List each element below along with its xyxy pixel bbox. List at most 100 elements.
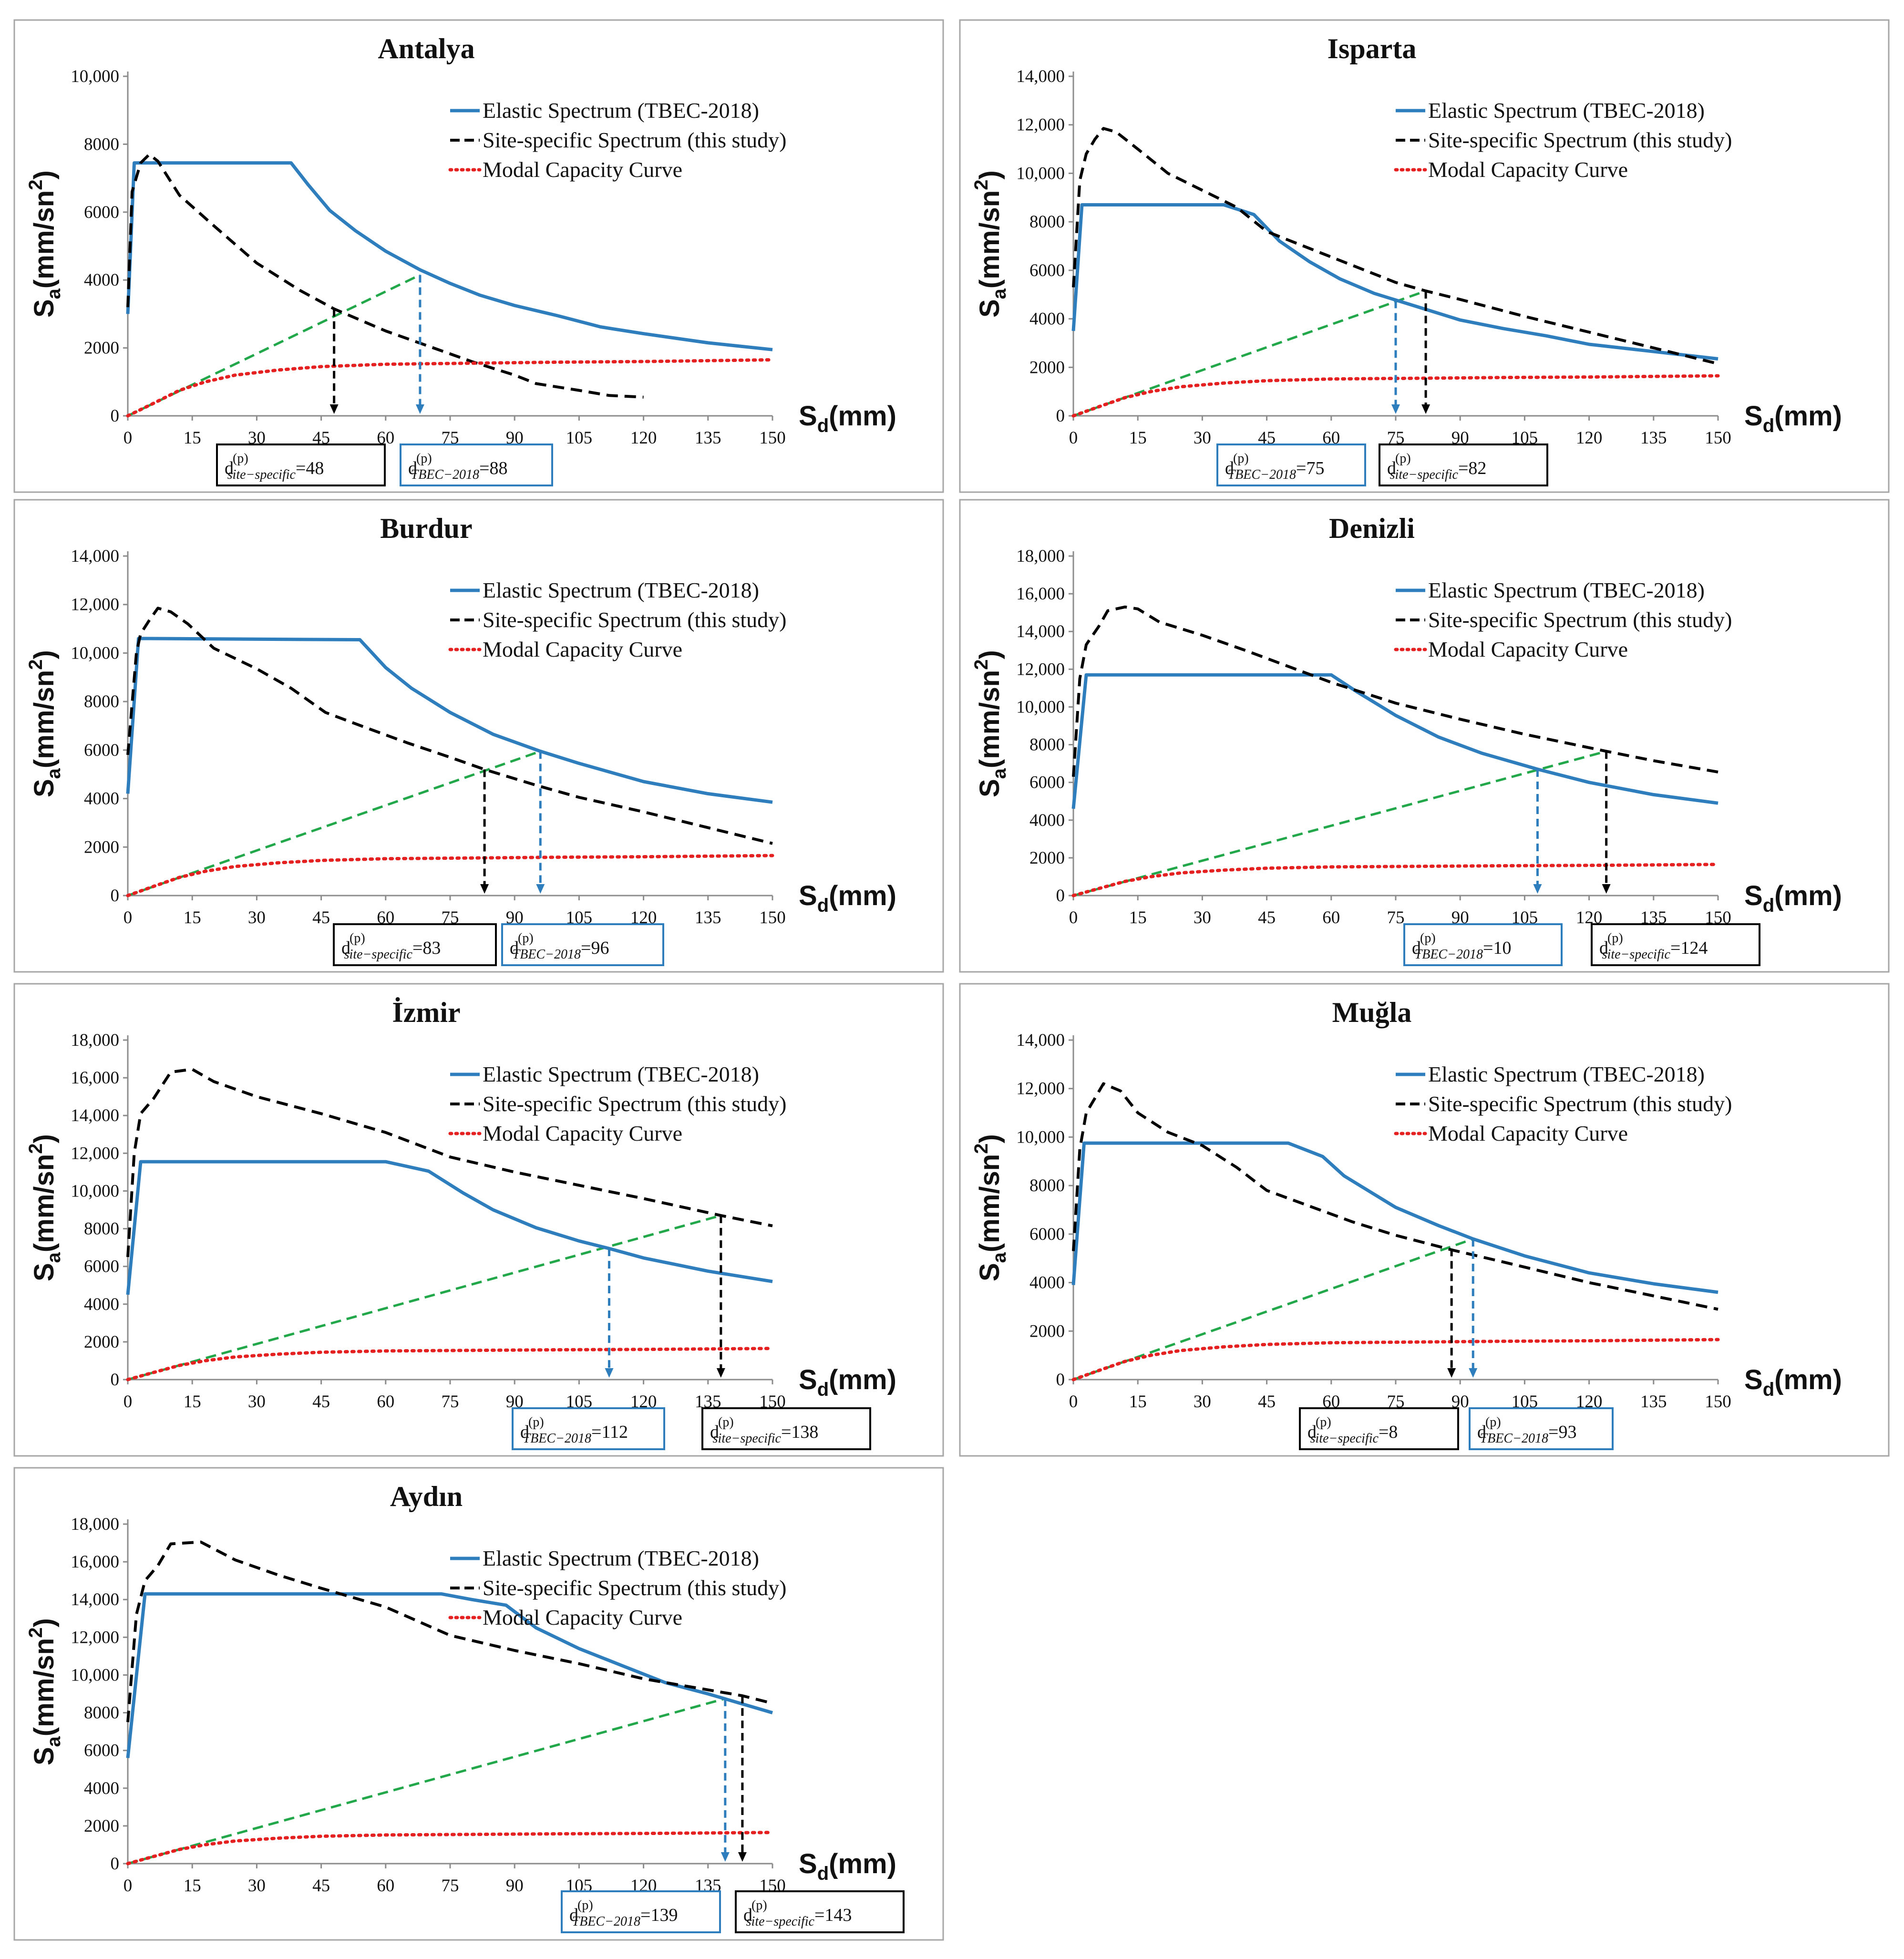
site-perf-arrow-head [480,884,489,894]
tbec-perf-label: d(p) TBEC−2018=139 [569,1898,678,1929]
y-tick-label: 0 [111,406,120,426]
site-perf-box [333,923,497,966]
y-tick-label: 10,000 [71,1665,119,1685]
perf-d: d [510,938,519,958]
x-tick-label: 30 [248,1392,266,1412]
perf-value: 8 [1389,1422,1398,1442]
perf-d: d [408,458,417,478]
perf-eq: = [479,458,489,478]
y-tick-label: 2000 [84,1332,119,1352]
x-tick-label: 60 [1322,908,1340,928]
panel-frame [959,19,1890,493]
site-perf-label: d(p) site−specific=48 [225,451,324,482]
x-axis-title-main: S [799,1364,817,1395]
perf-eq: = [1458,458,1468,478]
y-tick-label: 16,000 [1016,584,1065,604]
perf-sub: TBEC−2018 [1415,947,1483,962]
y-tick-label: 18,000 [1016,546,1065,566]
y-tick-label: 2000 [84,1816,119,1836]
perf-sub: TBEC−2018 [1228,467,1296,482]
x-axis-title-main: S [1744,401,1763,432]
perf-eq: = [1548,1422,1558,1442]
y-tick-label: 6000 [1029,1225,1065,1244]
x-tick-label: 105 [566,428,593,448]
x-tick-label: 150 [1705,428,1731,448]
x-axis-title-unit: (mm) [829,1848,896,1879]
perf-sub: TBEC−2018 [513,947,581,962]
y-tick-label: 10,000 [71,67,119,86]
x-tick-label: 135 [695,428,721,448]
y-tick-label: 0 [111,1854,120,1874]
site-perf-arrow-head [738,1852,747,1862]
demand-line [127,1697,726,1865]
site-specific-spectrum-line [1072,605,1719,777]
site-perf-arrow-head [1602,884,1611,894]
perf-sup: (p) [1607,931,1623,946]
y-tick-label: 10,000 [71,1181,119,1201]
chart-title: Antalya [378,33,474,64]
x-tick-label: 75 [1387,908,1405,928]
y-axis-title-main: S [974,1263,1005,1281]
legend-label-elastic: Elastic Spectrum (TBEC-2018) [483,578,759,602]
x-tick-label: 15 [184,1392,201,1412]
tbec-perf-arrow-head [605,1368,614,1378]
legend-label-elastic: Elastic Spectrum (TBEC-2018) [1428,578,1705,602]
legend-label-elastic: Elastic Spectrum (TBEC-2018) [1428,98,1705,123]
site-perf-arrow-head [1447,1368,1456,1378]
perf-sup: (p) [1233,451,1249,466]
legend-label-capacity: Modal Capacity Curve [483,637,682,661]
legend-label-capacity: Modal Capacity Curve [483,1121,682,1145]
perf-sub: site−specific [746,1914,815,1929]
tbec-perf-box [400,443,553,486]
y-axis-title-main: S [29,1263,60,1281]
site-perf-box [735,1890,905,1933]
x-axis-title-sub: d [817,895,829,916]
perf-value: 96 [591,938,609,958]
chart-title: Muğla [1332,997,1412,1028]
y-axis-title-main: S [974,299,1005,318]
perf-sup: (p) [751,1898,767,1913]
y-axis-title-unit: (mm/sn [974,1154,1005,1252]
x-tick-label: 0 [1069,428,1078,448]
perf-value: 75 [1306,458,1324,478]
site-specific-spectrum-line [126,153,644,399]
y-tick-label: 8000 [1029,212,1065,232]
perf-value: 83 [422,938,441,958]
tbec-perf-label: d(p) TBEC−2018=10 [1412,931,1511,962]
x-tick-label: 15 [1129,908,1147,928]
y-tick-label: 4000 [1029,1273,1065,1293]
tbec-perf-box [1403,923,1563,966]
legend-label-site: Site-specific Spectrum (this study) [1428,128,1732,152]
y-tick-label: 12,000 [71,595,119,615]
perf-sub: site−specific [1602,947,1671,962]
y-axis-title-unit: (mm/sn [974,190,1005,289]
x-axis-title: Sd(mm) [1744,401,1842,436]
y-axis-title-unit: (mm/sn [974,670,1005,768]
legend-label-site: Site-specific Spectrum (this study) [483,1092,787,1116]
y-axis-title: Sa(mm/sn2) [971,170,1010,318]
y-axis-title: Sa(mm/sn2) [971,650,1010,797]
x-tick-label: 150 [759,428,786,448]
x-tick-label: 30 [1194,908,1211,928]
y-axis-title-unit: (mm/sn [29,1638,60,1736]
y-tick-label: 18,000 [71,1515,119,1534]
site-perf-label: d(p) site−specific=138 [710,1415,818,1446]
perf-sup: (p) [1420,931,1436,946]
tbec-perf-arrow-head [536,884,545,894]
perf-sup: (p) [1485,1415,1501,1430]
perf-eq: = [412,938,422,958]
site-perf-label: d(p) site−specific=143 [743,1898,852,1929]
y-axis-title-sup: 2 [971,660,992,670]
x-tick-label: 150 [1705,1392,1731,1412]
y-tick-label: 4000 [84,1295,119,1314]
y-axis-title-sub: a [43,1736,64,1747]
y-tick-label: 10,000 [1016,697,1065,717]
perf-eq: = [581,938,591,958]
chart-panel-1: Isparta 0 2000 4000 6000 8000 10,000 12,000 14,0… [959,19,1890,493]
site-perf-label: d(p) site−specific=82 [1387,451,1486,482]
site-perf-label: d(p) site−specific=8 [1307,1415,1398,1446]
y-tick-label: 6000 [1029,261,1065,280]
y-tick-label: 4000 [1029,309,1065,329]
y-axis-title-sub: a [43,288,64,299]
